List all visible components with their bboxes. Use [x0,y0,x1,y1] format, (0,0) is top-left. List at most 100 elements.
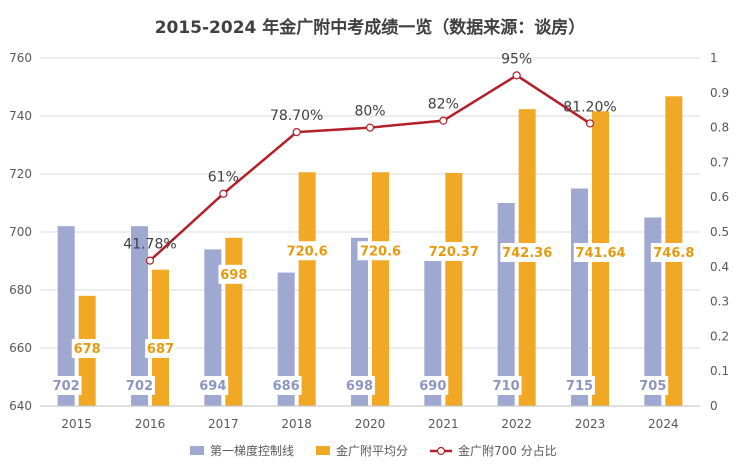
x-tick-label: 2016 [135,417,166,431]
y-left-tick-label: 720 [9,167,32,181]
y-right-tick-label: 0.2 [710,329,729,343]
line-value-label: 95% [501,51,532,67]
line-value-label: 81.20% [563,99,616,115]
legend: 第一梯度控制线 金广附平均分 金广附700 分占比 [190,443,557,458]
legend-label: 第一梯度控制线 [210,443,294,458]
axes: 640 660 680 700 720 740 760 0 0.1 0.2 0.3 0.4 0.5 0.6… [9,51,729,431]
x-tick-label: 2020 [355,417,386,431]
x-tick-label: 2022 [501,417,532,431]
bar [424,261,442,406]
legend-label: 金广附平均分 [336,443,408,458]
bar-value-label: 720.6 [287,244,328,259]
bar-value-label: 702 [53,379,80,394]
bar-label-bg [71,339,103,358]
line-value-label: 61% [208,170,239,186]
bar-value-label: 698 [220,268,247,283]
y-right-tick-label: 0.9 [710,86,729,100]
line-point [512,71,521,80]
bars: 702 702 694 686 698 690 710 715 705 678 687 698 720.… [50,96,697,406]
bar-value-label: 678 [74,342,101,357]
bar-value-label: 720.37 [429,245,479,260]
bar [131,226,148,406]
y-right-tick-label: 0 [710,399,718,413]
bar-value-label: 720.6 [360,244,401,259]
chart-title: 2015-2024 年金广附中考成绩一览（数据来源：谈房） [155,17,586,38]
bar-label-bg [490,376,522,395]
y-right-tick-label: 0.7 [710,155,729,169]
bar-value-label: 705 [639,379,666,394]
bar-value-label: 690 [419,379,446,394]
bar-value-label: 741.64 [575,246,625,261]
x-tick-label: 2015 [61,417,92,431]
bar-label-bg [145,339,176,358]
bar [57,226,75,406]
bar-label-bg [500,243,554,262]
bar [372,172,389,406]
bar [204,249,222,406]
bar [152,269,169,406]
y-right-tick-label: 0.4 [710,260,729,274]
bar-value-label: 694 [199,379,226,394]
y-left-tick-label: 680 [9,283,32,297]
line-point [365,123,375,132]
bar-label-bg [50,376,82,395]
line-value-label: 78.70% [270,108,323,124]
legend-swatch [316,446,330,455]
bar-value-label: 698 [346,379,373,394]
x-tick-label: 2023 [575,417,606,431]
line-value-label: 41.78% [123,237,176,253]
x-tick-label: 2024 [648,417,679,431]
bar-value-label: 710 [493,379,520,394]
y-right-tick-label: 0.5 [710,225,729,239]
line-point [585,119,595,128]
bar-label-bg [427,241,481,261]
bar-label-bg [357,241,404,261]
bar-label-bg [650,243,697,262]
bar [644,217,662,406]
bar [571,188,588,406]
bar-label-bg [417,376,449,395]
y-left-tick-label: 660 [9,341,32,355]
x-tick-label: 2021 [428,417,459,431]
line-series: 41.78% 61% 78.70% 80% 82% 95% 81.20% [123,51,617,265]
line-point [219,189,228,198]
bar-value-label: 702 [126,379,153,394]
bar-value-label: 687 [147,342,174,357]
line-value-label: 80% [354,104,385,120]
line-point [292,128,301,137]
legend-label: 金广附700 分占比 [458,443,557,458]
x-tick-label: 2018 [281,417,312,431]
bar-value-label: 746.8 [653,246,694,261]
y-right-tick-label: 0.3 [710,295,729,309]
y-left-tick-label: 740 [9,109,32,123]
line-point [145,256,155,265]
bar-label-bg [637,376,669,395]
bar-label-bg [564,376,595,395]
x-tick-label: 2017 [208,417,239,431]
bar-label-bg [197,376,229,395]
y-left-tick-label: 760 [9,51,32,65]
bar [445,172,463,406]
line-point [439,116,448,125]
bar [497,203,515,406]
y-left-tick-label: 700 [9,225,32,239]
bar-label-bg [218,264,250,284]
bar-label-bg [344,376,375,395]
line-value-label: 82% [428,97,459,113]
y-right-tick-label: 0.6 [710,190,729,204]
y-left-tick-label: 640 [9,399,32,413]
y-right-tick-label: 0.8 [710,121,729,135]
bar-label-bg [270,376,302,395]
legend-swatch [190,446,204,455]
y-right-tick-label: 1 [710,51,718,65]
bar-label-bg [124,376,155,395]
bar [277,272,295,406]
bar-label-bg [284,241,331,261]
bar-label-bg [573,243,628,262]
y-right-tick-label: 0.1 [710,364,729,378]
bar-value-label: 742.36 [502,246,552,261]
bar [298,172,316,406]
legend-marker [436,446,446,456]
